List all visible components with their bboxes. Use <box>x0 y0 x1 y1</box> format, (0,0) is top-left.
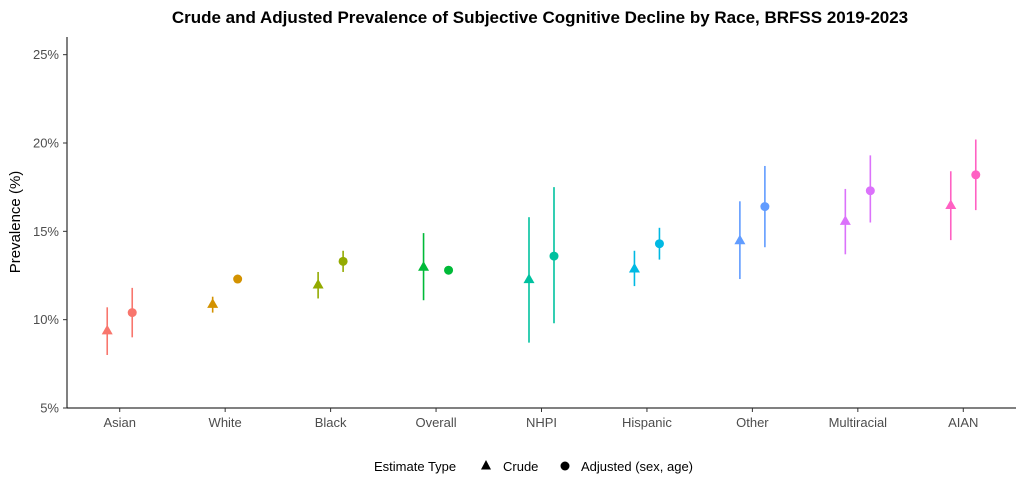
data-point-crude <box>312 278 324 289</box>
y-tick-label: 25% <box>33 47 59 62</box>
data-point-adjusted <box>760 202 770 212</box>
data-point-adjusted <box>444 265 454 275</box>
x-axis: Asian White Black Overall NHPI Hispanic Other M… <box>67 407 1016 430</box>
data-point-crude <box>101 324 113 335</box>
data-point-crude <box>418 261 430 271</box>
data-point-crude <box>839 215 851 225</box>
chart-title: Crude and Adjusted Prevalence of Subject… <box>172 8 908 27</box>
data-point-adjusted <box>865 186 875 196</box>
data-point-crude <box>207 298 219 308</box>
y-tick-label: 20% <box>33 136 59 151</box>
y-tick-label: 5% <box>40 401 59 416</box>
x-tick-label: Asian <box>103 415 136 430</box>
y-tick-label: 10% <box>33 312 59 327</box>
x-tick-label: Hispanic <box>622 415 672 430</box>
x-tick-label: AIAN <box>948 415 978 430</box>
legend-label-crude: Crude <box>503 459 538 474</box>
data-point-crude <box>628 262 640 273</box>
x-tick-label: White <box>209 415 242 430</box>
data-point-adjusted <box>654 239 664 249</box>
data-point-adjusted <box>549 251 559 261</box>
y-axis-title: Prevalence (%) <box>7 171 24 274</box>
legend-triangle-icon <box>481 460 491 470</box>
x-tick-label: Multiracial <box>829 415 888 430</box>
x-tick-label: Other <box>736 415 769 430</box>
data-point-adjusted <box>338 256 348 266</box>
legend: Estimate Type Crude Adjusted (sex, age) <box>374 459 693 474</box>
y-tick-label: 15% <box>33 224 59 239</box>
data-point-adjusted <box>971 170 981 180</box>
data-point-adjusted <box>127 308 137 318</box>
x-tick-label: Overall <box>415 415 456 430</box>
data-point-crude <box>945 199 957 209</box>
x-tick-label: Black <box>315 415 347 430</box>
legend-circle-icon <box>560 461 570 471</box>
y-axis: 5% 10% 15% 20% 25% <box>33 37 68 416</box>
data-point-crude <box>523 273 535 284</box>
data-marks <box>101 139 981 355</box>
legend-title: Estimate Type <box>374 459 456 474</box>
data-point-adjusted <box>233 274 243 284</box>
data-point-crude <box>734 234 746 245</box>
legend-label-adjusted: Adjusted (sex, age) <box>581 459 693 474</box>
x-tick-label: NHPI <box>526 415 557 430</box>
